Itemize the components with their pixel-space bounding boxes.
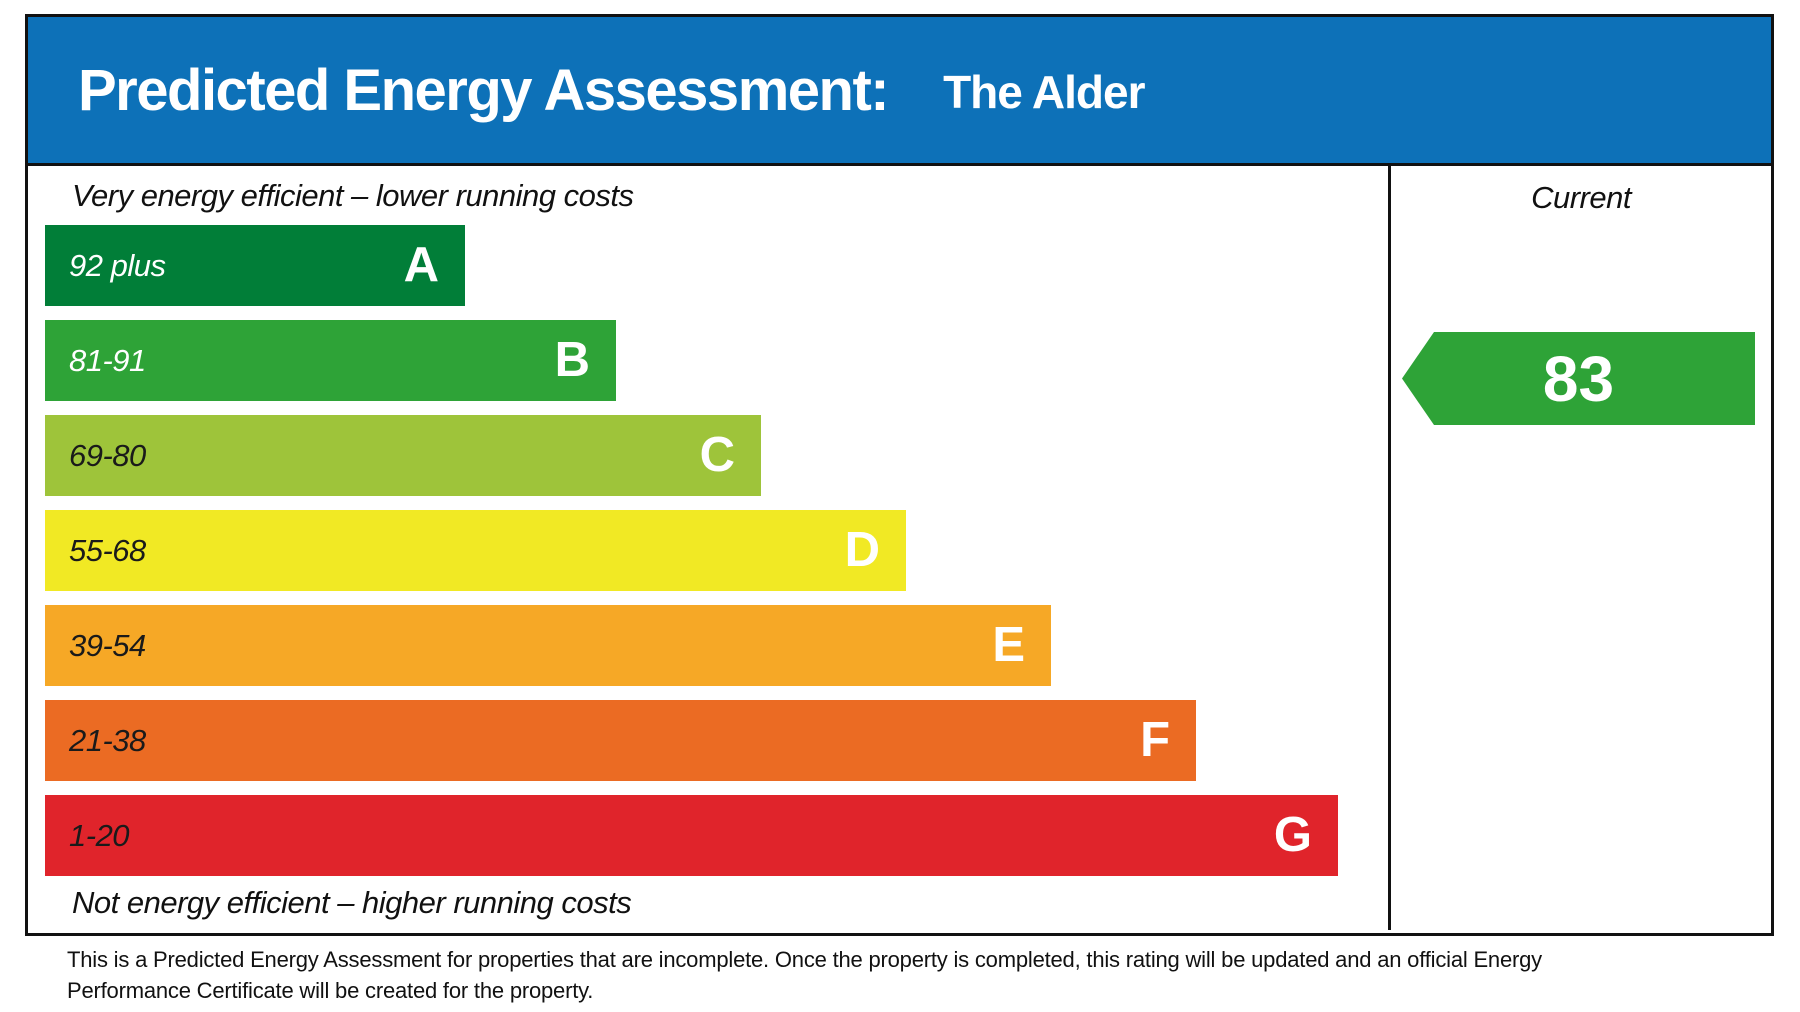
- band-letter: B: [554, 333, 590, 387]
- band-letter: D: [844, 523, 880, 577]
- property-name: The Alder: [943, 66, 1145, 118]
- band-range-label: 55-68: [69, 532, 146, 568]
- band-range-label: 21-38: [69, 722, 146, 758]
- rating-band-C: 69-80 C: [45, 415, 761, 496]
- rating-band-D: 55-68 D: [45, 510, 906, 591]
- band-range-label: 92 plus: [69, 247, 166, 283]
- current-rating-value: 83: [1542, 342, 1615, 415]
- rating-band-F: 21-38 F: [45, 700, 1196, 781]
- page-title: Predicted Energy Assessment:: [78, 57, 890, 123]
- caption-very-efficient: Very energy efficient – lower running co…: [72, 178, 634, 213]
- rating-band-G: 1-20 G: [45, 795, 1338, 876]
- current-rating-panel: Current 83: [1388, 166, 1771, 930]
- rating-band-A: 92 plus A: [45, 225, 465, 306]
- chart-area: Very energy efficient – lower running co…: [28, 166, 1771, 930]
- caption-not-efficient: Not energy efficient – higher running co…: [72, 885, 632, 920]
- band-letter: A: [403, 238, 439, 292]
- band-range-label: 39-54: [69, 627, 146, 663]
- current-column-header: Current: [1531, 180, 1631, 215]
- assessment-panel: Predicted Energy Assessment: The Alder V…: [25, 14, 1774, 936]
- band-range-label: 81-91: [69, 342, 146, 378]
- current-rating-arrow: 83: [1402, 332, 1755, 425]
- rating-band-E: 39-54 E: [45, 605, 1051, 686]
- band-letter: E: [992, 618, 1025, 672]
- footer-note: This is a Predicted Energy Assessment fo…: [67, 947, 1542, 1003]
- band-letter: F: [1140, 713, 1170, 767]
- rating-band-B: 81-91 B: [45, 320, 616, 401]
- rating-bands: 92 plus A 81-91 B 69-80 C 55-68 D 39-54 E 21-38 F 1-…: [45, 225, 1388, 876]
- band-letter: C: [699, 428, 735, 482]
- band-letter: G: [1273, 808, 1312, 862]
- rating-scale-panel: Very energy efficient – lower running co…: [28, 166, 1388, 930]
- header-banner: Predicted Energy Assessment: The Alder: [28, 17, 1771, 166]
- band-range-label: 69-80: [69, 437, 146, 473]
- band-range-label: 1-20: [69, 817, 130, 853]
